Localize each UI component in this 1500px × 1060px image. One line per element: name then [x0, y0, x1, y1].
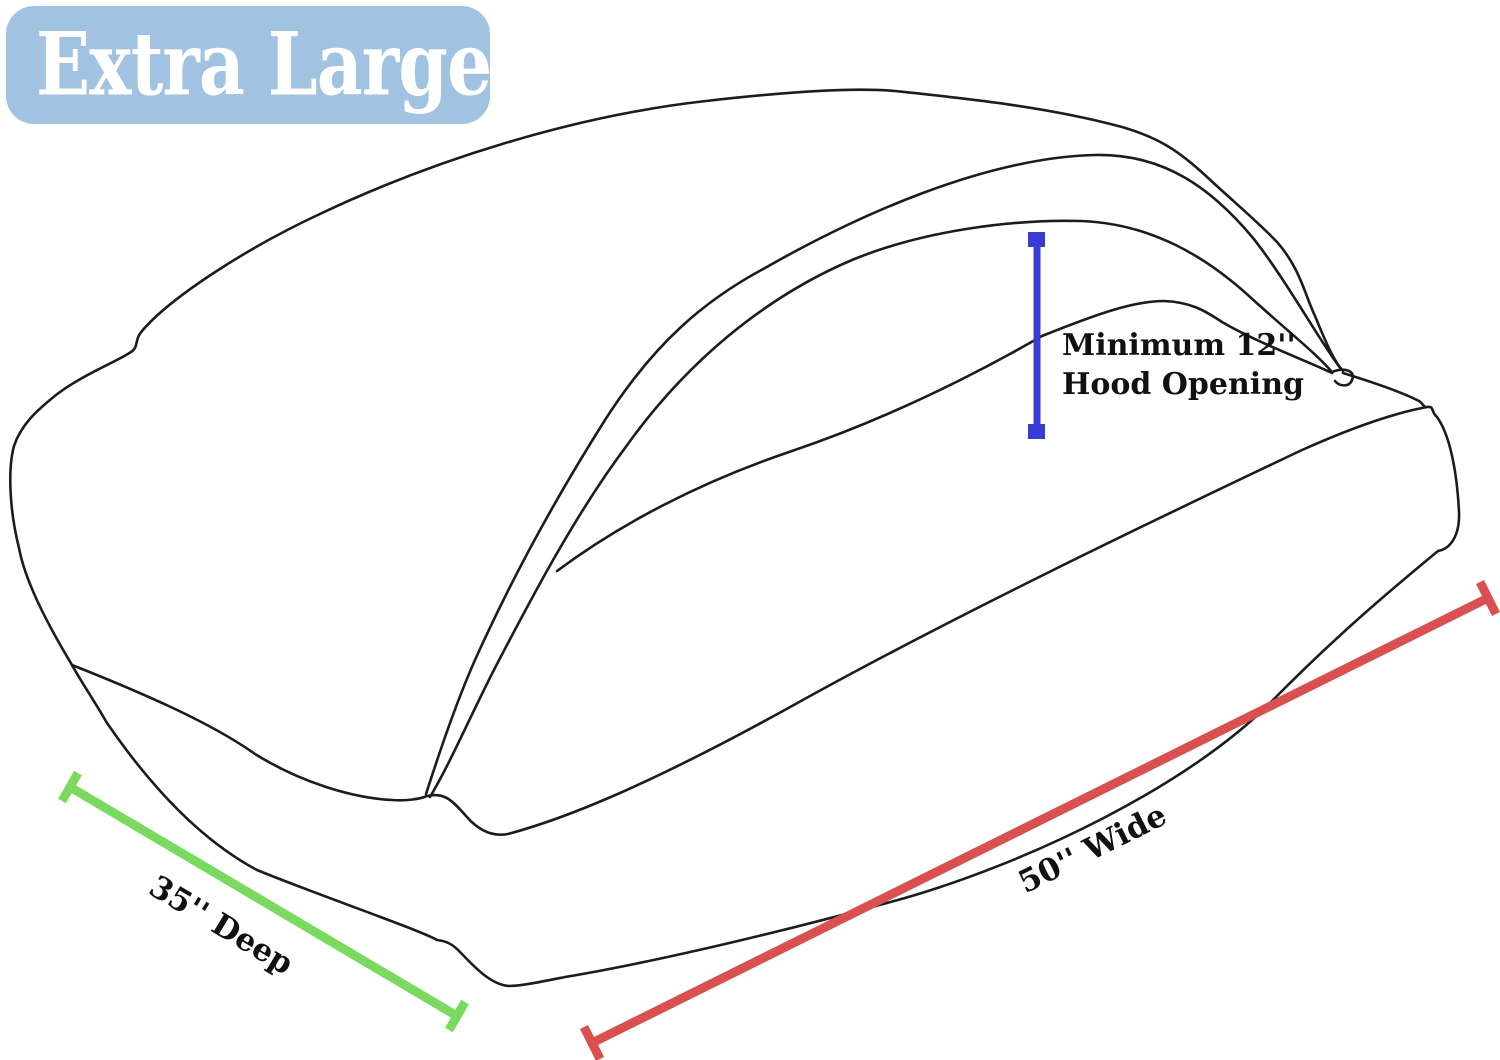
width-dimension-line: [589, 593, 1491, 1048]
width-cap-right: [1475, 579, 1500, 617]
bed-base-outline: [70, 371, 1461, 988]
depth-dimension-line: [67, 783, 460, 1020]
width-cap-left: [579, 1024, 605, 1060]
depth-label: 35'' Deep: [143, 869, 299, 983]
hood-opening-label-line1: Minimum 12'': [1062, 328, 1296, 363]
cushion-top-rim: [70, 405, 1429, 836]
hood-opening-label-line2: Hood Opening: [1062, 367, 1304, 402]
depth-dimension: [58, 770, 469, 1033]
hood-opening-dimension: [1028, 232, 1045, 439]
hood-corner-curl: [1330, 368, 1355, 387]
hood-band-inner: [428, 219, 1333, 799]
hood-opening-cap-bottom: [1028, 424, 1045, 439]
hood-band-outer: [424, 153, 1343, 796]
hood-opening-cap-top: [1028, 232, 1045, 247]
depth-cap-left: [58, 770, 82, 804]
size-badge: Extra Large: [6, 6, 490, 124]
width-dimension: [579, 579, 1500, 1060]
hood-opening-rim: [555, 299, 1334, 573]
depth-cap-right: [445, 999, 469, 1033]
size-badge-label: Extra Large: [36, 14, 490, 116]
hood-outer-outline: [9, 88, 1345, 667]
bed-outline-group: [9, 88, 1461, 988]
